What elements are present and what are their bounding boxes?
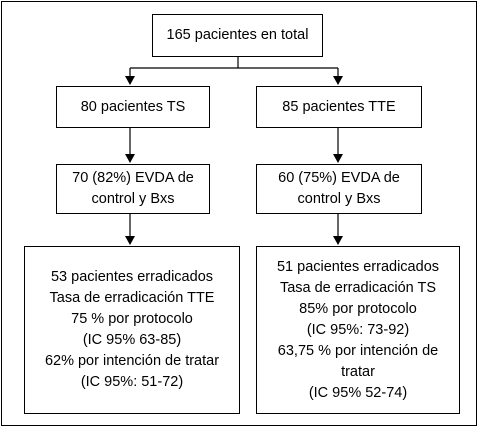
ts-control-box: 70 (82%) EVDA de control y Bxs <box>56 164 210 214</box>
tte-control-box: 60 (75%) EVDA de control y Bxs <box>256 164 422 214</box>
ts-group-box: 80 pacientes TS <box>56 86 210 128</box>
ts-control-line: control y Bxs <box>91 191 175 207</box>
ts-result-line: 62% por intención de tratar <box>44 353 220 369</box>
ts-result-line: Tasa de erradicación TTE <box>49 290 215 306</box>
total-patients-box: 165 pacientes en total <box>152 14 323 57</box>
ts-result-line: (IC 95% 63-85) <box>82 332 182 348</box>
ts-result-line: 75 % por protocolo <box>71 311 193 327</box>
tte-result-line: (IC 95% 52-74) <box>308 384 408 401</box>
total-patients-label: 165 pacientes en total <box>166 27 309 43</box>
ts-group-label: 80 pacientes TS <box>80 98 186 115</box>
tte-result-line: 85% por protocolo <box>299 300 417 317</box>
tte-result-box: 51 pacientes erradicados Tasa de erradic… <box>256 246 460 414</box>
ts-result-box: 53 pacientes erradicados Tasa de erradic… <box>24 246 240 414</box>
tte-result-line: 51 pacientes erradicados <box>276 258 440 275</box>
tte-result-line: tratar <box>341 363 375 380</box>
tte-group-label: 85 pacientes TTE <box>282 98 396 115</box>
ts-control-line: 70 (82%) EVDA de <box>72 170 194 186</box>
tte-control-line: 60 (75%) EVDA de <box>278 170 400 186</box>
tte-result-line: (IC 95%: 73-92) <box>306 321 410 338</box>
ts-result-line: 53 pacientes erradicados <box>50 269 214 285</box>
tte-result-line: 63,75 % por intención de <box>277 342 439 359</box>
tte-group-box: 85 pacientes TTE <box>256 86 422 128</box>
tte-result-line: Tasa de erradicación TS <box>279 279 437 296</box>
tte-control-line: control y Bxs <box>297 191 381 207</box>
ts-result-line: (IC 95%: 51-72) <box>80 374 184 390</box>
